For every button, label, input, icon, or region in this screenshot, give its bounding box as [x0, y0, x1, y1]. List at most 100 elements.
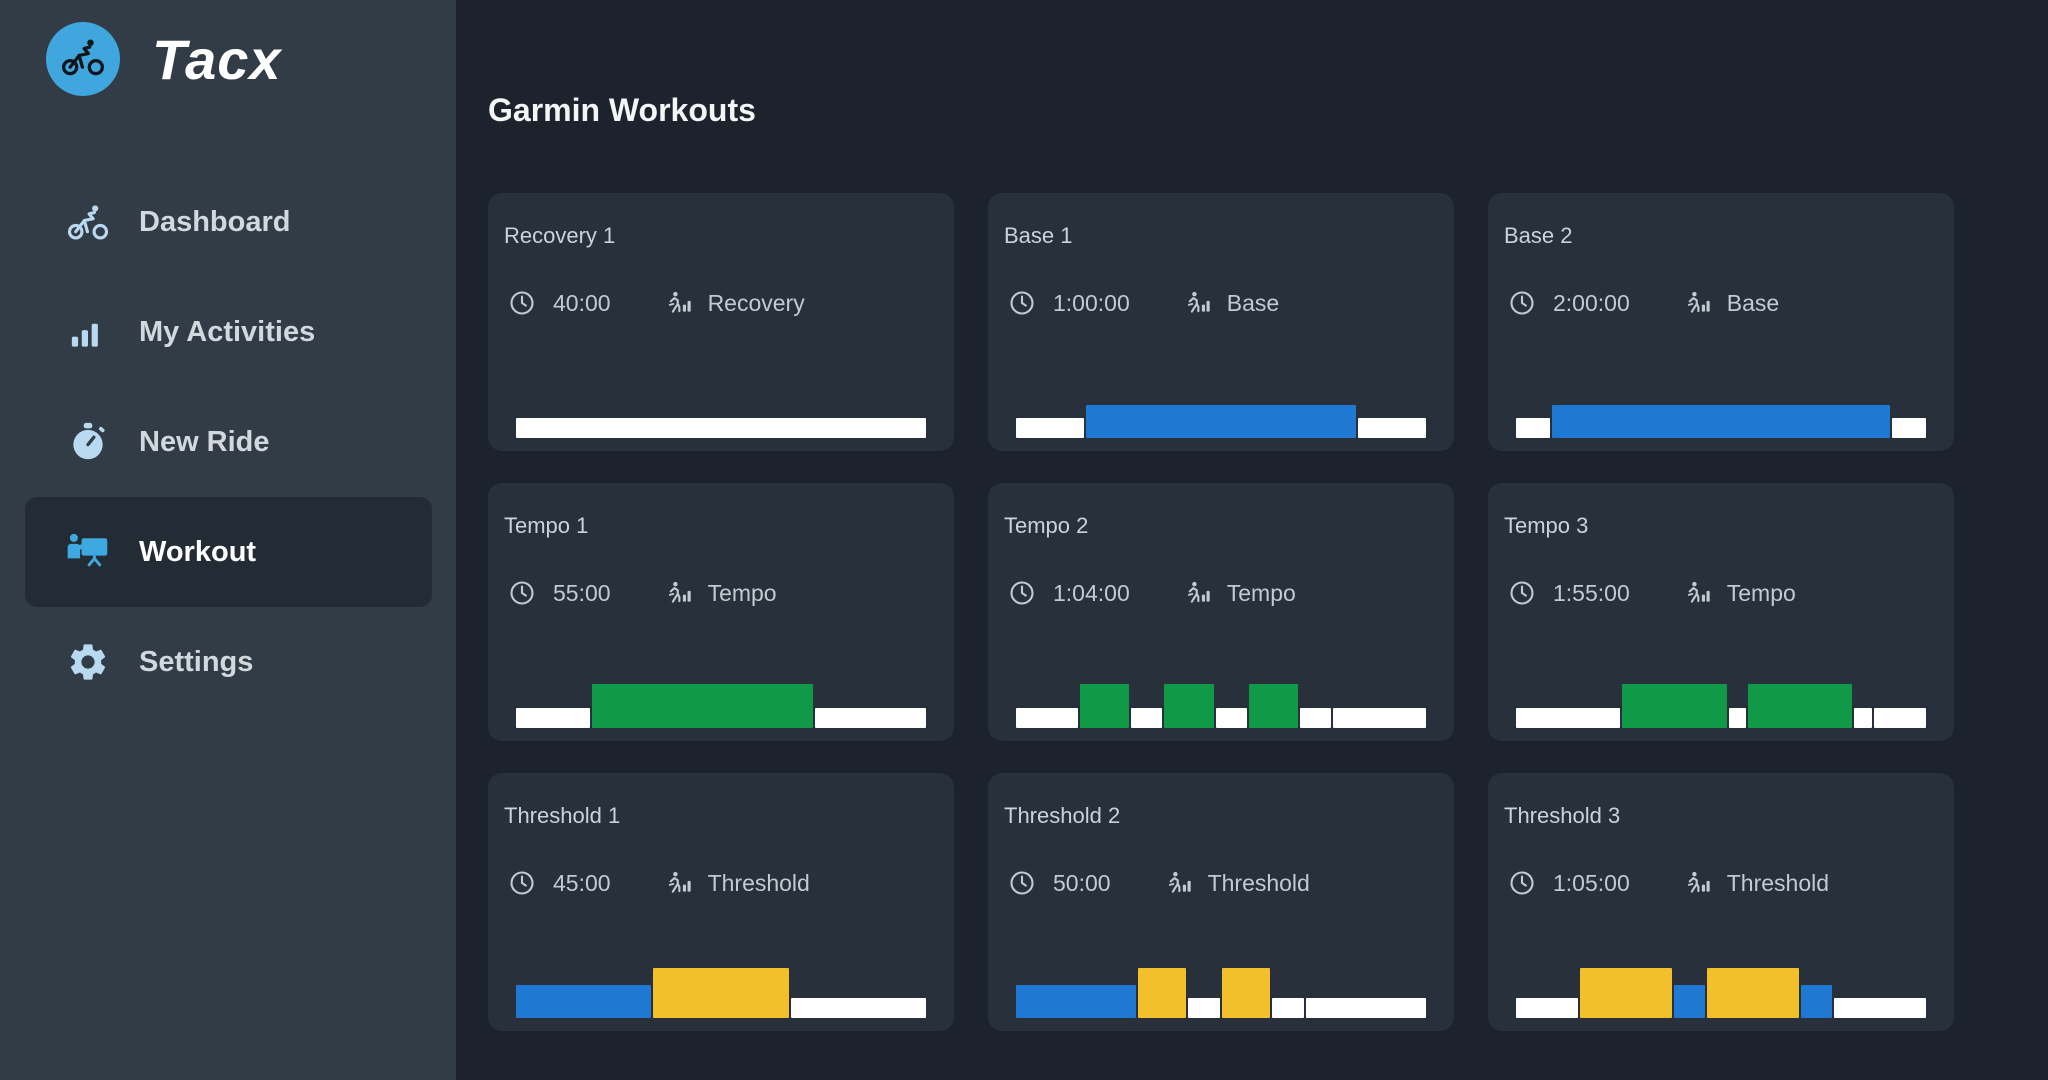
workout-card[interactable]: Base 2 2:00:00 Base [1488, 193, 1954, 451]
sidebar-nav: Dashboard My Activities New Ride Workout Set… [0, 167, 456, 717]
intensity-segment-blue [1551, 405, 1891, 438]
sidebar-item-label: Workout [139, 535, 257, 568]
workout-title: Threshold 2 [1004, 803, 1121, 828]
intensity-segment-white [1272, 998, 1304, 1018]
workout-type: Tempo [1726, 579, 1796, 606]
intensity-segment-blue [1673, 985, 1705, 1018]
sidebar: Tacx Dashboard My Activities New Ride Worko… [0, 0, 456, 1080]
app-logo: Tacx [0, 0, 456, 96]
intensity-segment-green [591, 684, 814, 728]
workout-type: Threshold [1726, 869, 1830, 896]
brand-name: Tacx [152, 27, 282, 91]
workout-duration: 1:05:00 [1553, 869, 1630, 896]
intensity-segment-green [1622, 684, 1727, 728]
intensity-profile [516, 968, 926, 1018]
intensity-segment-white [1016, 708, 1078, 728]
training-board-icon [65, 529, 111, 575]
intensity-segment-white [1188, 998, 1220, 1018]
intensity-segment-white [790, 998, 926, 1018]
clock-icon [1008, 289, 1036, 317]
intensity-segment-blue [1800, 985, 1832, 1018]
runner-bars-icon [1186, 289, 1214, 317]
workout-meta: 45:00 Threshold [508, 869, 934, 897]
intensity-segment-yellow [653, 968, 789, 1018]
sidebar-item-new-ride[interactable]: New Ride [25, 387, 432, 497]
workout-card[interactable]: Recovery 1 40:00 Recovery [488, 193, 954, 451]
intensity-segment-white [1833, 998, 1926, 1018]
intensity-segment-white [1300, 708, 1332, 728]
intensity-segment-blue [516, 985, 652, 1018]
sidebar-item-my-activities[interactable]: My Activities [25, 277, 432, 387]
intensity-segment-white [1892, 418, 1926, 438]
cyclist-icon [60, 34, 106, 85]
page-title: Garmin Workouts [488, 92, 756, 128]
intensity-profile [1516, 388, 1926, 438]
intensity-segment-green [1748, 684, 1853, 728]
sidebar-item-dashboard[interactable]: Dashboard [25, 167, 432, 277]
workout-card[interactable]: Tempo 2 1:04:00 Tempo [988, 483, 1454, 741]
sidebar-item-label: New Ride [139, 425, 270, 458]
clock-icon [1008, 579, 1036, 607]
workout-card[interactable]: Threshold 3 1:05:00 Threshold [1488, 773, 1954, 1031]
intensity-segment-white [1131, 708, 1163, 728]
intensity-segment-white [1728, 708, 1747, 728]
workout-type: Threshold [1207, 869, 1310, 896]
workout-title: Threshold 1 [504, 803, 621, 828]
runner-bars-icon [667, 579, 695, 607]
workout-meta: 55:00 Tempo [508, 579, 934, 607]
intensity-segment-yellow [1706, 968, 1799, 1018]
intensity-segment-white [1854, 708, 1872, 728]
workout-duration: 55:00 [553, 579, 611, 606]
intensity-segment-white [516, 418, 926, 438]
workout-title: Threshold 3 [1504, 803, 1621, 828]
workout-title: Tempo 3 [1504, 513, 1589, 538]
clock-icon [508, 289, 536, 317]
intensity-segment-green [1248, 684, 1299, 728]
workout-duration: 2:00:00 [1553, 289, 1630, 316]
workout-duration: 50:00 [1053, 869, 1111, 896]
workout-meta: 1:55:00 Tempo [1508, 579, 1934, 607]
clock-icon [508, 869, 536, 897]
intensity-segment-blue [1016, 985, 1136, 1018]
workout-type: Base [1726, 289, 1780, 316]
workout-card[interactable]: Tempo 3 1:55:00 Tempo [1488, 483, 1954, 741]
runner-bars-icon [1186, 579, 1214, 607]
intensity-segment-white [1358, 418, 1427, 438]
intensity-segment-yellow [1222, 968, 1270, 1018]
sidebar-item-settings[interactable]: Settings [25, 607, 432, 717]
workout-card[interactable]: Tempo 1 55:00 Tempo [488, 483, 954, 741]
intensity-segment-yellow [1138, 968, 1186, 1018]
workout-type: Tempo [707, 579, 777, 606]
intensity-segment-white [1333, 708, 1426, 728]
stopwatch-icon [65, 419, 111, 465]
intensity-profile [1016, 678, 1426, 728]
workout-meta: 50:00 Threshold [1008, 869, 1434, 897]
intensity-segment-white [1873, 708, 1926, 728]
intensity-segment-white [1215, 708, 1247, 728]
main-content: Garmin Workouts Recovery 1 40:00 Recover… [456, 0, 2048, 1080]
intensity-profile [1016, 968, 1426, 1018]
workout-duration: 1:55:00 [1553, 579, 1630, 606]
workout-title: Recovery 1 [504, 223, 616, 248]
sidebar-item-workout[interactable]: Workout [25, 497, 432, 607]
workout-card[interactable]: Threshold 2 50:00 Threshold [988, 773, 1454, 1031]
runner-bars-icon [1167, 869, 1195, 897]
workout-title: Base 1 [1004, 223, 1073, 248]
workout-type: Threshold [707, 869, 810, 896]
gear-icon [65, 639, 111, 685]
runner-bars-icon [667, 289, 695, 317]
runner-bars-icon [667, 869, 695, 897]
workout-card[interactable]: Threshold 1 45:00 Threshold [488, 773, 954, 1031]
workout-meta: 1:05:00 Threshold [1508, 869, 1934, 897]
clock-icon [1008, 869, 1036, 897]
workout-duration: 45:00 [553, 869, 611, 896]
intensity-segment-green [1079, 684, 1130, 728]
clock-icon [508, 579, 536, 607]
runner-bars-icon [1686, 869, 1714, 897]
workout-card[interactable]: Base 1 1:00:00 Base [988, 193, 1454, 451]
intensity-profile [516, 678, 926, 728]
intensity-segment-white [1306, 998, 1426, 1018]
intensity-segment-white [1016, 418, 1084, 438]
workout-type: Tempo [1226, 579, 1296, 606]
workout-title: Tempo 2 [1004, 513, 1089, 538]
